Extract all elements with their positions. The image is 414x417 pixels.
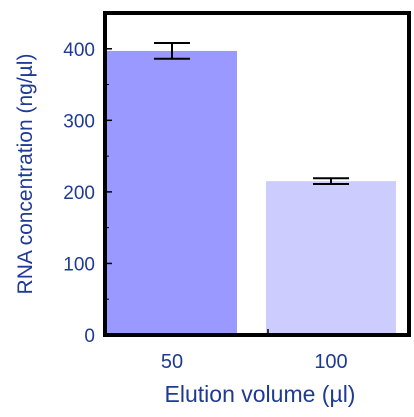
y-tick-label: 300 [63,111,95,132]
error-bar-50 [154,42,190,60]
error-bars-layer [154,42,349,186]
bar-50 [107,50,237,336]
y-tick-label: 0 [84,326,95,347]
x-axis: 50 100 [161,329,348,373]
y-axis-label: RNA concentration (ng/µl) [14,54,37,295]
x-tick-label: 50 [161,351,183,373]
plot-frame [103,11,411,337]
y-tick-label: 100 [63,254,95,275]
x-axis-label: Elution volume (µl) [165,381,356,407]
y-tick-label: 200 [63,183,95,204]
y-tick-label: 400 [63,40,95,61]
error-bar-100 [313,177,349,186]
x-tick-label: 100 [314,351,347,373]
bar-100 [266,181,396,335]
y-axis: 0 100 200 300 400 [63,40,112,347]
bars-layer [107,50,396,336]
